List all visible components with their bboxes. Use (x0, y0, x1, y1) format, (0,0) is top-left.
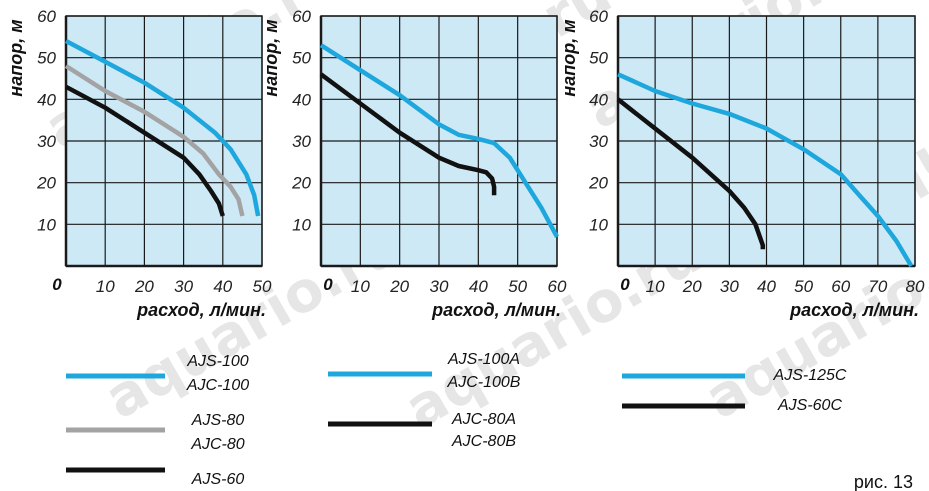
legends-layer: AJS-100 AJC-100 AJS-80 AJC-80 AJS-60 AJS-100A… (66, 351, 847, 488)
y-tick-label: 40 (37, 90, 56, 109)
y-tick-label: 50 (589, 49, 608, 68)
origin-label: 0 (323, 275, 333, 294)
legend-label: AJC-80 (190, 436, 244, 453)
figure-label: рис. 13 (854, 472, 913, 491)
legend-item: AJC-80A AJC-80B (328, 411, 516, 450)
y-tick-label: 60 (37, 7, 56, 26)
legend-item: AJS-100 AJC-100 (66, 353, 249, 394)
x-tick-label: 50 (253, 277, 272, 296)
legend-item: AJS-125C (622, 367, 847, 384)
legend-label: AJS-125C (773, 367, 847, 384)
x-tick-label: 30 (720, 277, 739, 296)
legend-label: AJC-80A (451, 411, 516, 428)
legend-3: AJS-125C AJS-60C (622, 367, 847, 414)
y-tick-label: 40 (589, 90, 608, 109)
chart-2: 10 20 30 40 50 60 10 20 30 40 50 60 0 напор, м расход,… (261, 7, 567, 320)
y-axis-title: напор, м (559, 19, 579, 96)
x-tick-label: 70 (868, 277, 887, 296)
series-line-3 (64, 84, 225, 217)
x-tick-label: 30 (430, 277, 449, 296)
y-tick-label: 20 (588, 174, 608, 193)
x-tick-label: 40 (213, 277, 232, 296)
y-tick-label: 50 (37, 49, 56, 68)
chart-3: 10 20 30 40 50 60 10 20 30 40 50 60 70 80 0 напор, м рас… (559, 7, 925, 320)
legend-label: AJS-60 (191, 471, 245, 488)
y-tick-label: 10 (292, 215, 311, 234)
legend-label: AJS-100 (186, 353, 248, 370)
y-tick-label: 20 (36, 174, 56, 193)
origin-label: 0 (620, 275, 630, 294)
y-axis-title: напор, м (6, 19, 26, 96)
origin-label: 0 (52, 275, 62, 294)
x-tick-label: 40 (469, 277, 488, 296)
chart-1: 10 20 30 40 50 60 10 20 30 40 50 0 напор, м расход, л… (6, 7, 272, 320)
x-axis-title: расход, л/мин. (789, 300, 919, 320)
x-tick-label: 50 (794, 277, 813, 296)
y-tick-label: 40 (292, 90, 311, 109)
legend-label: AJC-80B (451, 433, 516, 450)
x-tick-label: 30 (174, 277, 193, 296)
y-tick-label: 30 (292, 132, 311, 151)
x-tick-label: 50 (508, 277, 527, 296)
legend-label: AJS-80 (191, 412, 245, 429)
x-tick-label: 20 (134, 277, 154, 296)
y-axis-title: напор, м (261, 19, 281, 96)
legend-1: AJS-100 AJC-100 AJS-80 AJC-80 AJS-60 (66, 353, 249, 488)
x-tick-label: 20 (389, 277, 409, 296)
y-tick-label: 20 (291, 174, 311, 193)
series-line-2 (64, 64, 245, 217)
legend-label: AJC-100 (186, 377, 249, 394)
legend-label: AJC-100B (447, 374, 521, 391)
y-tick-label: 60 (589, 7, 608, 26)
x-tick-label: 80 (906, 277, 925, 296)
legend-label: AJS-100A (447, 351, 520, 368)
legend-item: AJS-60 (66, 467, 245, 488)
charts-layer: 10 20 30 40 50 60 10 20 30 40 50 0 напор, м расход, л… (6, 7, 925, 320)
legend-item: AJS-100A AJC-100B (328, 351, 521, 391)
y-tick-label: 30 (589, 132, 608, 151)
y-tick-label: 10 (37, 215, 56, 234)
series-line-2 (616, 97, 766, 250)
y-tick-label: 50 (292, 49, 311, 68)
x-tick-label: 60 (548, 277, 567, 296)
legend-2: AJS-100A AJC-100B AJC-80A AJC-80B (328, 351, 521, 450)
y-tick-label: 10 (589, 215, 608, 234)
legend-item: AJS-80 AJC-80 (66, 412, 245, 453)
legend-item: AJS-60C (622, 397, 842, 414)
x-tick-label: 10 (351, 277, 370, 296)
x-axis-title: расход, л/мин. (136, 300, 266, 320)
y-tick-label: 60 (292, 7, 311, 26)
y-tick-label: 30 (37, 132, 56, 151)
series-line-1 (64, 39, 261, 217)
legend-label: AJS-60C (777, 397, 842, 414)
x-tick-label: 60 (831, 277, 850, 296)
x-tick-label: 10 (646, 277, 665, 296)
x-tick-label: 10 (96, 277, 115, 296)
series-line-2 (319, 72, 497, 196)
x-axis-title: расход, л/мин. (431, 300, 561, 320)
series-line-1 (319, 43, 559, 238)
series-line-1 (617, 72, 914, 268)
x-tick-label: 20 (682, 277, 702, 296)
x-tick-label: 40 (757, 277, 776, 296)
